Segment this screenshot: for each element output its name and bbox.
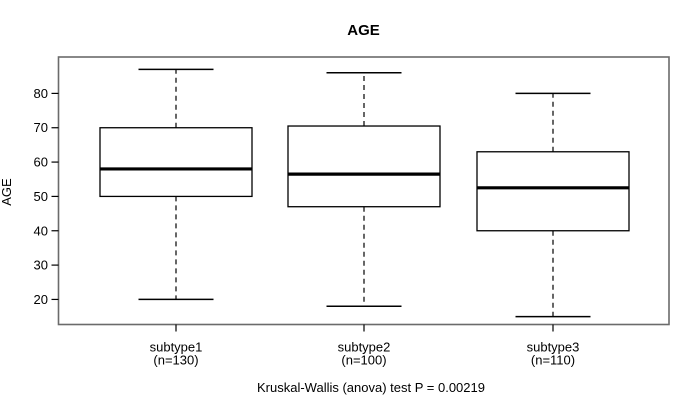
category-label: subtype3: [527, 340, 580, 355]
category-n-label: (n=100): [341, 353, 386, 368]
y-tick-label: 50: [34, 189, 48, 204]
iqr-box: [476, 151, 630, 232]
plot-area: 20304050607080subtype1(n=130)subtype2(n=…: [34, 56, 670, 368]
chart-title: AGE: [347, 22, 380, 39]
y-tick-label: 60: [34, 155, 48, 170]
y-tick-label: 70: [34, 120, 48, 135]
iqr-box: [99, 127, 253, 198]
category-label: subtype1: [150, 340, 203, 355]
category-n-label: (n=110): [531, 353, 575, 368]
category-label: subtype2: [338, 340, 391, 355]
y-axis-label: AGE: [0, 178, 14, 206]
y-tick-label: 40: [34, 223, 48, 238]
annotation-text: Kruskal-Wallis (anova) test P = 0.00219: [257, 380, 485, 395]
y-tick-label: 20: [34, 292, 48, 307]
y-tick-label: 30: [34, 258, 48, 273]
iqr-box: [287, 125, 441, 208]
category-n-label: (n=130): [153, 353, 198, 368]
y-tick-label: 80: [34, 86, 48, 101]
